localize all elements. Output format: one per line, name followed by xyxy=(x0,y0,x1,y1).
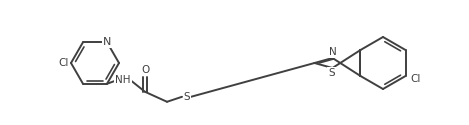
Text: S: S xyxy=(328,68,335,78)
Text: Cl: Cl xyxy=(410,74,421,84)
Text: NH: NH xyxy=(115,75,131,85)
Text: Cl: Cl xyxy=(59,58,69,68)
Text: N: N xyxy=(329,47,336,57)
Text: N: N xyxy=(103,37,111,47)
Text: O: O xyxy=(141,65,149,75)
Text: S: S xyxy=(184,92,190,102)
